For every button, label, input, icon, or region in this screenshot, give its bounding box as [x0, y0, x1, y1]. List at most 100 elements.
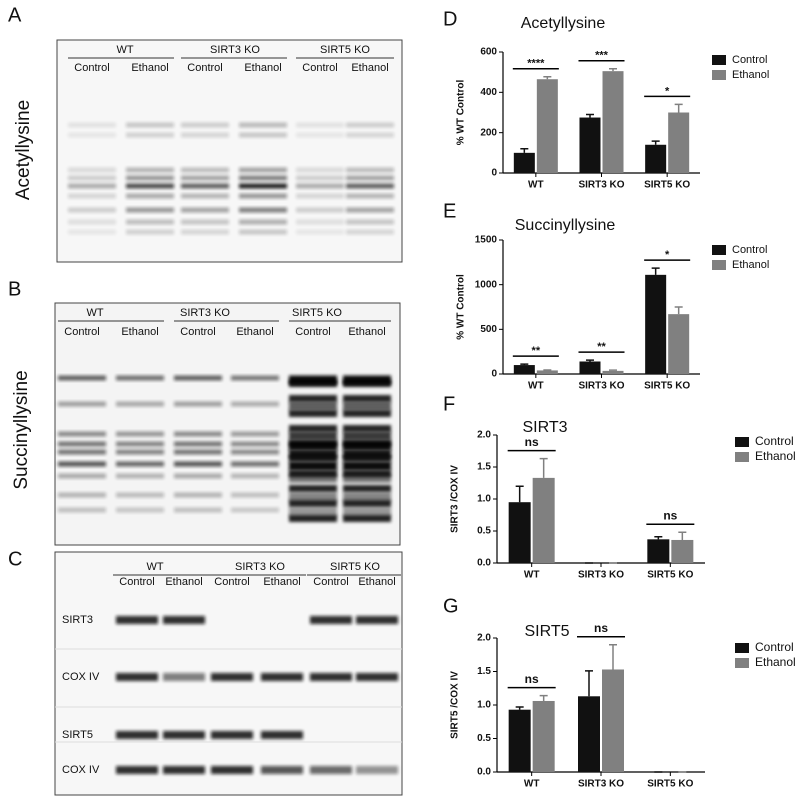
band: [116, 473, 164, 479]
band: [68, 207, 116, 213]
significance-label: ns: [525, 672, 539, 686]
band: [181, 132, 229, 138]
x-tick-label: SIRT3 KO: [578, 779, 624, 790]
band: [343, 461, 391, 471]
row-label: SIRT5: [62, 729, 93, 741]
band: [289, 440, 337, 447]
y-tick-label: 500: [480, 324, 497, 335]
band: [126, 175, 174, 181]
row-label: SIRT3: [62, 614, 93, 626]
band: [116, 441, 164, 447]
band: [289, 425, 337, 432]
band: [116, 431, 164, 437]
band: [343, 485, 391, 492]
error-bar: [609, 643, 617, 670]
x-tick-label: SIRT3 KO: [578, 180, 624, 191]
band: [231, 473, 279, 479]
bar: [668, 112, 690, 173]
band: [116, 507, 164, 513]
band: [181, 183, 229, 189]
band: [231, 492, 279, 498]
lane-label: Ethanol: [358, 576, 395, 588]
band: [296, 132, 344, 138]
legend-label: Control: [755, 640, 794, 654]
bar: [602, 370, 624, 374]
band: [289, 455, 337, 462]
band: [343, 470, 391, 477]
blot-frame: [56, 39, 403, 263]
band: [68, 167, 116, 173]
band: [239, 132, 287, 138]
band: [116, 461, 164, 467]
lane-label: Ethanol: [263, 576, 300, 588]
band: [174, 431, 222, 437]
band: [181, 175, 229, 181]
band: [346, 207, 394, 213]
error-bar: [539, 694, 548, 701]
band: [346, 167, 394, 173]
band: [231, 441, 279, 447]
band: [343, 440, 391, 447]
band: [343, 431, 391, 441]
y-tick-label: 400: [480, 87, 497, 98]
band: [116, 401, 164, 407]
y-tick-label: 2.0: [477, 430, 491, 441]
blot-frame: [54, 302, 401, 546]
lane-label: Control: [119, 576, 154, 588]
bar: [579, 117, 601, 173]
group-label: SIRT3 KO: [210, 44, 260, 56]
band: [296, 229, 344, 235]
band: [289, 380, 337, 387]
band: [68, 193, 116, 199]
y-tick-label: 0.5: [477, 526, 491, 537]
band: [296, 193, 344, 199]
band: [343, 395, 391, 402]
band: [58, 461, 106, 467]
chart-title: SIRT5: [524, 623, 569, 640]
error-bar: [515, 706, 524, 710]
band: [68, 219, 116, 225]
bar: [579, 361, 601, 374]
band: [296, 167, 344, 173]
lane-label: Control: [295, 326, 330, 338]
band: [239, 229, 287, 235]
significance-label: *: [665, 85, 670, 97]
band: [310, 766, 352, 774]
legend-label: Ethanol: [755, 655, 796, 669]
band: [58, 449, 106, 455]
band: [68, 122, 116, 128]
band: [116, 731, 158, 739]
legend-swatch: [712, 55, 726, 65]
y-tick-label: 1.5: [477, 666, 491, 677]
band: [126, 193, 174, 199]
blot-label: Succinyllysine: [11, 370, 32, 489]
panel-letter: G: [443, 595, 459, 617]
group-label: SIRT3 KO: [235, 561, 285, 573]
error-bar: [678, 531, 687, 540]
lane-label: Ethanol: [351, 62, 388, 74]
band: [261, 731, 303, 739]
lane-label: Control: [214, 576, 249, 588]
lane-label: Control: [180, 326, 215, 338]
band: [239, 183, 287, 189]
band: [181, 207, 229, 213]
lane-label: Control: [187, 62, 222, 74]
bar: [668, 314, 690, 374]
lane-label: Control: [64, 326, 99, 338]
y-tick-label: 1.0: [477, 494, 491, 505]
band: [126, 122, 174, 128]
band: [116, 375, 164, 381]
error-bar: [520, 363, 529, 366]
band: [343, 500, 391, 507]
band: [343, 507, 391, 517]
bar: [508, 502, 531, 563]
band: [296, 183, 344, 189]
error-bar: [674, 103, 683, 113]
band: [289, 507, 337, 517]
group-label: WT: [116, 44, 133, 56]
band: [296, 219, 344, 225]
legend-label: Control: [732, 244, 767, 256]
band: [261, 673, 303, 681]
band: [126, 132, 174, 138]
bar: [645, 274, 667, 374]
